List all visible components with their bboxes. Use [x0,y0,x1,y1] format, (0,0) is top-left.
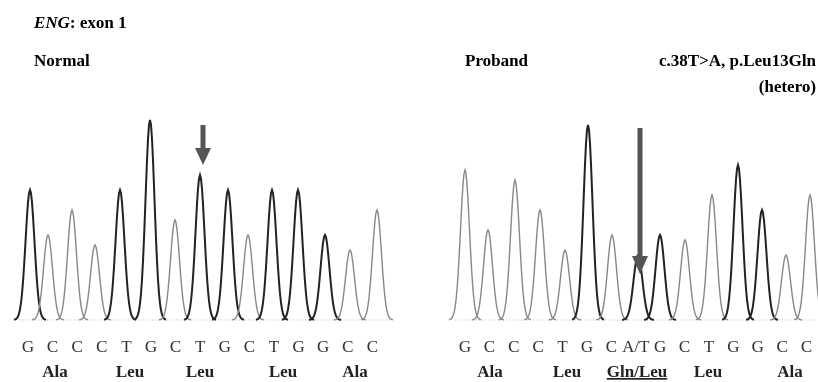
amino-acid: Leu [553,362,581,381]
trace-peak [644,235,676,320]
trace-peak [14,190,46,320]
base-call: G [581,337,593,356]
base-call: C [801,337,812,356]
base-call: G [219,337,231,356]
trace-peak [309,235,341,320]
trace-peak [282,190,314,320]
trace-peak [256,190,288,320]
base-call: C [679,337,690,356]
trace-peak [746,210,778,320]
trace-peak [499,180,531,320]
trace-peak [361,210,393,320]
trace-peak [696,195,728,320]
trace-peak [159,220,191,320]
trace-peak [184,175,216,320]
base-call: G [459,337,471,356]
amino-acid: Ala [477,362,503,381]
trace-peak [56,210,88,320]
base-call: C [484,337,495,356]
base-call: T [704,337,715,356]
base-call: G [145,337,157,356]
figure-title: ENG: exon 1 [33,13,127,32]
mutation: c.38T>A, p.Leu13Gln [659,51,817,70]
base-call: C [606,337,617,356]
panel-label: Proband [465,51,529,70]
base-call: G [292,337,304,356]
base-call: G [22,337,34,356]
amino-acid: Leu [116,362,144,381]
base-call: C [47,337,58,356]
base-call: G [727,337,739,356]
base-call: C [170,337,181,356]
trace-peak [669,240,701,320]
base-call: T [269,337,280,356]
figure: ENG: exon 1 Normal Proband c.38T>A, p.Le… [0,0,818,382]
base-call: A/T [622,337,650,356]
trace-peak [794,195,818,320]
base-call: C [342,337,353,356]
amino-acid: Ala [777,362,803,381]
base-call: T [195,337,206,356]
arrow [195,125,648,274]
trace-peak [524,210,556,320]
base-call: C [777,337,788,356]
trace-peak [449,170,481,320]
trace-peak [572,125,604,320]
trace-peak [472,230,504,320]
trace-peak [212,190,244,320]
amino-acid: Leu [186,362,214,381]
base-call: C [96,337,107,356]
base-call: T [557,337,568,356]
amino-acid: Gln/Leu [607,362,667,381]
base-call: G [752,337,764,356]
gene-name: ENG [33,13,71,32]
trace-peak [596,235,628,320]
trace-peak [722,165,754,320]
base-call: C [72,337,83,356]
trace-peak [79,245,111,320]
amino-acid: Leu [694,362,722,381]
base-call: C [533,337,544,356]
title-rest: : exon 1 [70,13,127,32]
amino-acid: Leu [269,362,297,381]
trace-peak [770,255,802,320]
panel-label: Normal [34,51,90,70]
amino-acid: Ala [342,362,368,381]
chromatogram [14,120,818,320]
zygosity: (hetero) [759,77,816,96]
trace-peak [134,120,166,320]
amino-acid: Ala [42,362,68,381]
trace-peak [334,250,366,320]
base-call: C [508,337,519,356]
trace-peak [104,190,136,320]
base-call: G [654,337,666,356]
base-call: C [244,337,255,356]
base-call: C [367,337,378,356]
base-call: T [121,337,132,356]
base-call: G [317,337,329,356]
